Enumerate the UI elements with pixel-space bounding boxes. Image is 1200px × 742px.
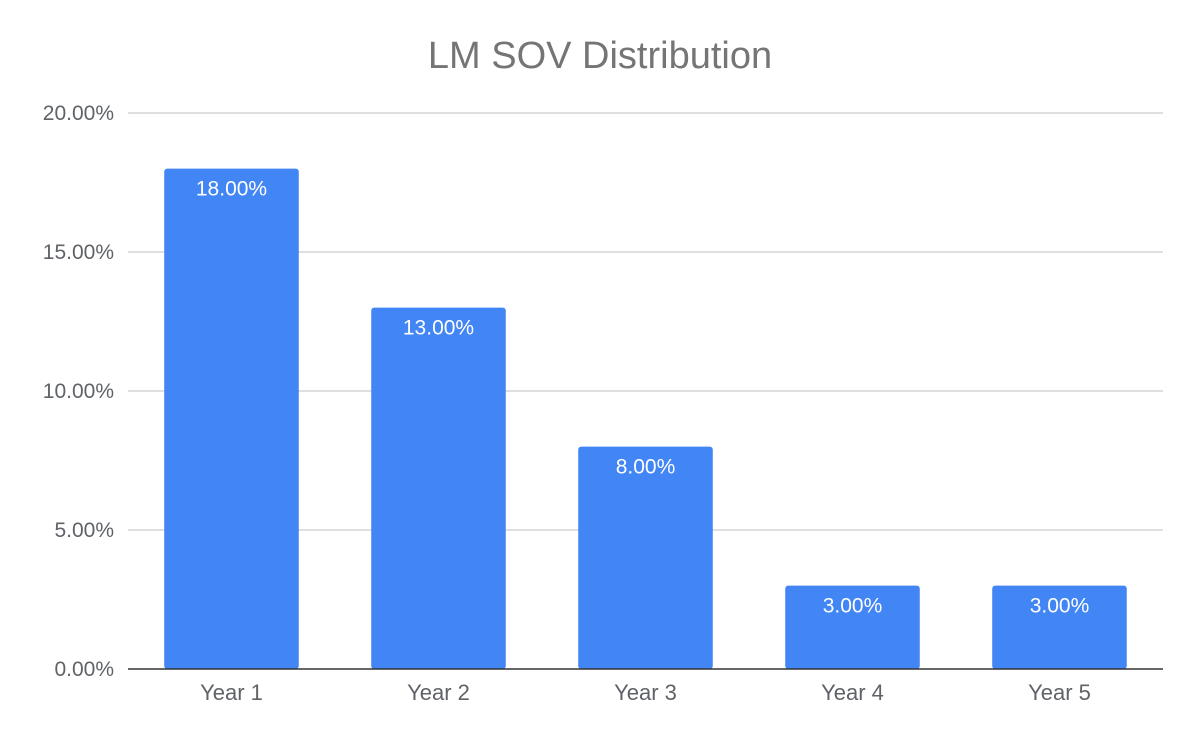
x-tick-label: Year 1 [200, 680, 263, 705]
bars [164, 168, 1127, 669]
x-axis-ticks: Year 1 Year 2 Year 3 Year 4 Year 5 [200, 680, 1091, 705]
y-tick-label: 20.00% [43, 102, 114, 125]
y-tick-label: 0.00% [54, 658, 114, 681]
y-tick-label: 10.00% [43, 380, 114, 403]
bar [164, 168, 299, 669]
y-tick-label: 5.00% [54, 519, 114, 542]
bar-value-label: 8.00% [616, 456, 676, 479]
data-labels: 18.00% 13.00% 8.00% 3.00% 3.00% [196, 178, 1089, 618]
y-axis-ticks: 0.00% 5.00% 10.00% 15.00% 20.00% [43, 102, 114, 681]
bar [578, 446, 713, 669]
bar [371, 307, 506, 669]
x-tick-label: Year 3 [614, 680, 677, 705]
bar-value-label: 13.00% [403, 317, 474, 340]
x-tick-label: Year 2 [407, 680, 470, 705]
y-tick-label: 15.00% [43, 241, 114, 264]
bar-value-label: 3.00% [823, 595, 883, 618]
bar-value-label: 3.00% [1030, 595, 1090, 618]
bar-value-label: 18.00% [196, 178, 267, 201]
chart-title: LM SOV Distribution [428, 35, 772, 77]
bar [785, 585, 920, 669]
x-tick-label: Year 5 [1028, 680, 1091, 705]
x-tick-label: Year 4 [821, 680, 884, 705]
bar [992, 585, 1127, 669]
